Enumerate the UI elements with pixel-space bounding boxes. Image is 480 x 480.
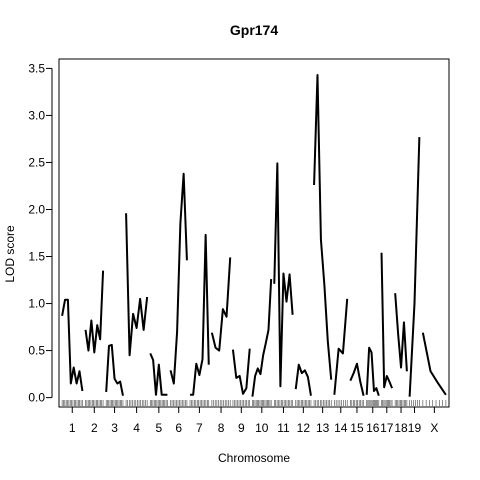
x-tick-label: 5 (155, 421, 162, 435)
y-tick-label: 2.5 (28, 155, 45, 169)
lod-line-chr-2 (84, 270, 105, 354)
x-tick-label: 4 (133, 421, 140, 435)
chart-title: Gpr174 (230, 22, 278, 38)
y-tick-label: 3.0 (28, 108, 45, 122)
y-tick-label: 2.0 (28, 202, 45, 216)
lod-line-chr-11 (273, 162, 294, 388)
y-axis: 0.0 0.5 1.0 1.5 2.0 2.5 3.0 3.5 (28, 61, 53, 405)
x-tick-label: 11 (277, 421, 290, 435)
x-tick-label: 1 (69, 421, 76, 435)
lod-line-chr-14 (333, 298, 349, 395)
lod-line-chr-6 (169, 172, 188, 385)
x-tick-label: 9 (238, 421, 245, 435)
x-axis: 1 2 3 4 5 6 7 8 9 10 11 12 13 14 15 16 17 18 19 X (69, 407, 438, 435)
lod-series (61, 73, 447, 397)
x-tick-label: 8 (218, 421, 225, 435)
x-tick-label: 19 (408, 421, 422, 435)
y-tick-label: 0.5 (28, 344, 45, 358)
lod-line-chr-4 (125, 213, 149, 357)
x-tick-label: 13 (316, 421, 330, 435)
x-tick-label: 15 (350, 421, 364, 435)
x-axis-label: Chromosome (218, 451, 290, 465)
y-tick-label: 0.0 (28, 391, 45, 405)
lod-line-chr-7 (190, 233, 210, 396)
x-tick-label: 6 (175, 421, 182, 435)
lod-line-chr-19 (408, 137, 421, 397)
x-tick-label: 10 (255, 421, 269, 435)
lod-line-chr-5 (149, 352, 168, 396)
x-tick-label: 2 (91, 421, 98, 435)
x-tick-label: 7 (196, 421, 203, 435)
lod-line-chr-8 (210, 257, 232, 352)
y-tick-label: 3.5 (28, 61, 45, 75)
x-tick-label: 18 (394, 421, 408, 435)
marker-rug (61, 400, 447, 406)
lod-line-chr-1 (61, 298, 84, 392)
plot-frame (58, 58, 450, 408)
x-tick-label: X (430, 421, 438, 435)
lod-line-chr-12 (294, 363, 312, 396)
x-tick-label: 14 (334, 421, 348, 435)
lod-line-chr-17 (380, 252, 393, 389)
lod-line-chr-10 (251, 279, 273, 397)
lod-line-chr-X (421, 332, 447, 396)
y-axis-label: LOD score (3, 225, 17, 283)
lod-line-chr-3 (105, 343, 124, 396)
x-tick-label: 16 (366, 421, 380, 435)
lod-line-chr-16 (365, 346, 380, 397)
x-tick-label: 17 (380, 421, 394, 435)
y-tick-label: 1.5 (28, 250, 45, 264)
x-tick-label: 3 (111, 421, 118, 435)
lod-line-chr-9 (231, 348, 251, 395)
y-tick-label: 1.0 (28, 297, 45, 311)
x-tick-label: 12 (297, 421, 311, 435)
lod-line-chr-18 (394, 293, 408, 372)
lod-line-chr-15 (349, 362, 365, 396)
lod-line-chr-13 (313, 73, 333, 380)
